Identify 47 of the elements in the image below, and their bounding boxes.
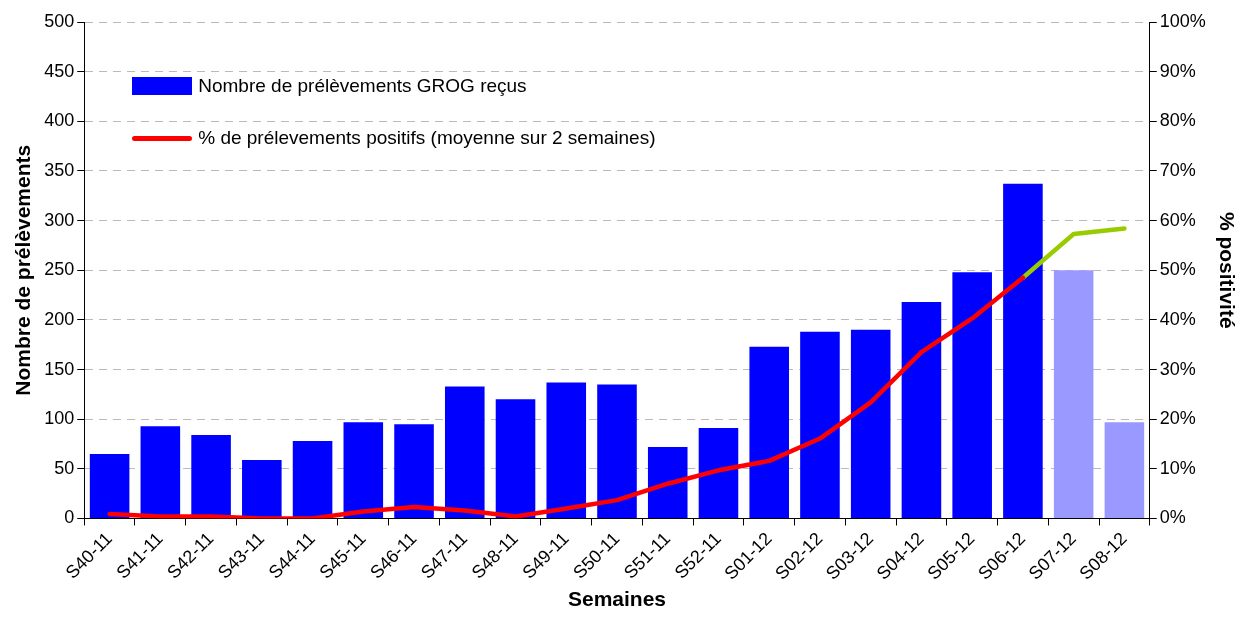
bar (292, 441, 333, 518)
y2-tick-label: 100% (1159, 10, 1206, 31)
bar (647, 446, 688, 518)
y2-tick-label: 10% (1159, 457, 1196, 478)
y-tick-label: 250 (44, 259, 75, 280)
legend-label: Nombre de prélèvements GROG reçus (198, 75, 527, 97)
y-tick-label: 100 (44, 408, 75, 429)
bar (1104, 422, 1145, 518)
bar (1053, 270, 1094, 518)
bar (597, 384, 637, 518)
y2-tick-label: 50% (1159, 259, 1196, 280)
bar (444, 386, 485, 518)
y-tick-label: 200 (44, 308, 75, 329)
x-axis-title: Semaines (567, 587, 667, 611)
y-tick-label: 150 (44, 358, 75, 379)
bar (546, 382, 587, 518)
y-tick-label: 300 (44, 209, 75, 230)
bar (89, 453, 130, 518)
bar (343, 422, 384, 518)
y-tick-label: 50 (54, 457, 75, 478)
y2-tick-label: 90% (1159, 60, 1196, 81)
y2-tick-label: 20% (1159, 408, 1196, 429)
y-tick-label: 500 (44, 10, 75, 31)
y2-axis-title: % positivité (1215, 211, 1239, 329)
y-tick-label: 0 (64, 507, 75, 528)
y2-tick-label: 60% (1159, 209, 1196, 230)
bar (800, 331, 840, 518)
y-tick-label: 450 (44, 60, 75, 81)
bar (901, 302, 942, 518)
y-tick-label: 400 (44, 110, 75, 131)
y-axis-title: Nombre de prélèvements (11, 144, 35, 396)
bar (952, 272, 992, 518)
bar (495, 399, 536, 518)
bar (1003, 183, 1043, 518)
bar (191, 435, 231, 518)
y2-tick-label: 80% (1159, 110, 1196, 131)
bar (698, 428, 739, 518)
y2-tick-label: 0% (1159, 507, 1186, 528)
bar (850, 329, 891, 518)
bar (394, 424, 434, 518)
legend-label: % de prélevements positifs (moyenne sur 2 semaines) (198, 127, 656, 149)
y-tick-label: 350 (44, 159, 75, 180)
y2-tick-label: 30% (1159, 358, 1196, 379)
y2-tick-label: 40% (1159, 308, 1196, 329)
bar (749, 346, 790, 518)
y2-tick-label: 70% (1159, 159, 1196, 180)
bar (242, 459, 282, 518)
